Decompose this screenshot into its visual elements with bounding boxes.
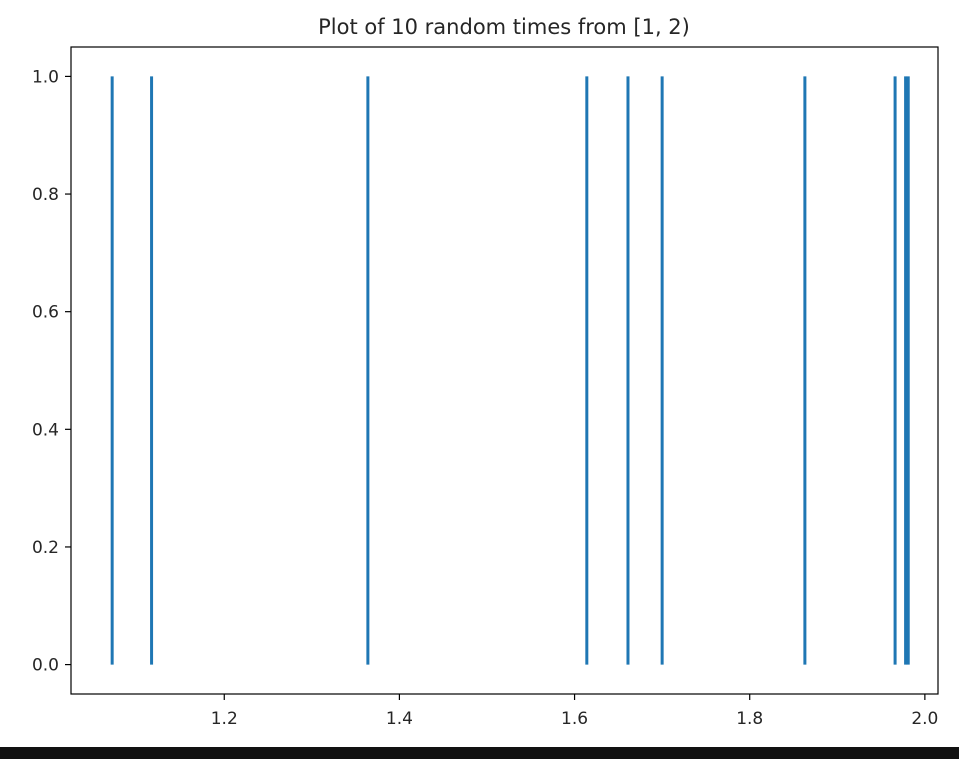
x-tick-label: 1.6 (561, 709, 588, 729)
y-tick-label: 0.6 (32, 303, 59, 323)
event-lines (110, 76, 910, 665)
y-tick-label: 0.8 (32, 185, 59, 205)
y-tick-label: 0.4 (32, 420, 59, 440)
plot-area (70, 46, 939, 695)
x-tick-label: 1.2 (211, 709, 238, 729)
x-tick-label: 1.4 (386, 709, 413, 729)
y-tick-label: 1.0 (32, 67, 59, 87)
axes-frame (70, 46, 939, 695)
y-tick-label: 0.2 (32, 538, 59, 558)
y-tick-label: 0.0 (32, 656, 59, 676)
chart-title: Plot of 10 random times from [1, 2) (318, 15, 690, 39)
x-axis: 1.2 1.4 1.6 1.8 2.0 (211, 694, 938, 729)
y-axis: 0.0 0.2 0.4 0.6 0.8 1.0 (32, 67, 71, 676)
bottom-border (0, 747, 959, 759)
x-tick-label: 2.0 (911, 709, 938, 729)
x-tick-label: 1.8 (736, 709, 763, 729)
